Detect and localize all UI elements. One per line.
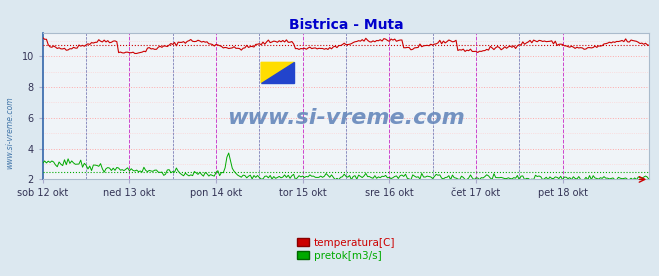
Text: www.si-vreme.com: www.si-vreme.com <box>227 108 465 128</box>
Legend: temperatura[C], pretok[m3/s]: temperatura[C], pretok[m3/s] <box>293 233 399 265</box>
Polygon shape <box>261 62 295 83</box>
Text: www.si-vreme.com: www.si-vreme.com <box>5 96 14 169</box>
Polygon shape <box>261 62 295 83</box>
Title: Bistrica - Muta: Bistrica - Muta <box>289 18 403 32</box>
